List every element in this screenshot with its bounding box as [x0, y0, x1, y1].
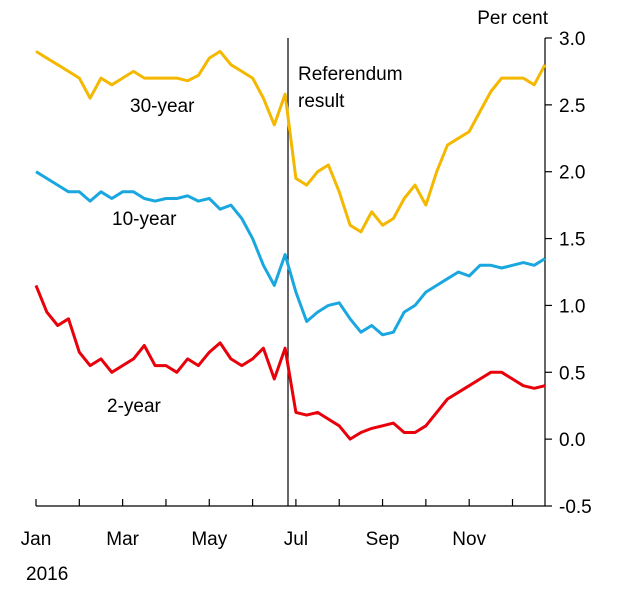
- y-tick-label: 2.0: [559, 163, 585, 184]
- y-tick-label: 0.5: [559, 363, 585, 384]
- x-axis-label: 2016: [26, 564, 68, 585]
- y-axis-label: Per cent: [477, 8, 548, 29]
- x-tick-label: May: [191, 529, 227, 550]
- series-line: [35, 170, 546, 337]
- y-tick-label: 0.0: [559, 430, 585, 451]
- x-tick-label: Sep: [366, 529, 400, 550]
- y-tick-label: 2.5: [559, 96, 585, 117]
- series-label: 10-year: [112, 209, 177, 230]
- x-tick-label: Jan: [21, 529, 52, 550]
- series-label: 30-year: [130, 96, 195, 117]
- series-label: 2-year: [107, 396, 162, 417]
- x-tick-label: Mar: [106, 529, 139, 550]
- x-tick-label: Nov: [452, 529, 486, 550]
- y-tick-label: 1.5: [559, 230, 585, 251]
- annotation: Referendum: [298, 64, 403, 85]
- y-tick-label: -0.5: [559, 497, 592, 518]
- y-tick-label: 3.0: [559, 29, 585, 50]
- annotation: result: [298, 91, 345, 112]
- series-line: [34, 284, 546, 441]
- x-tick-label: Jul: [284, 529, 308, 550]
- y-tick-label: 1.0: [559, 296, 585, 317]
- series-line: [35, 49, 547, 234]
